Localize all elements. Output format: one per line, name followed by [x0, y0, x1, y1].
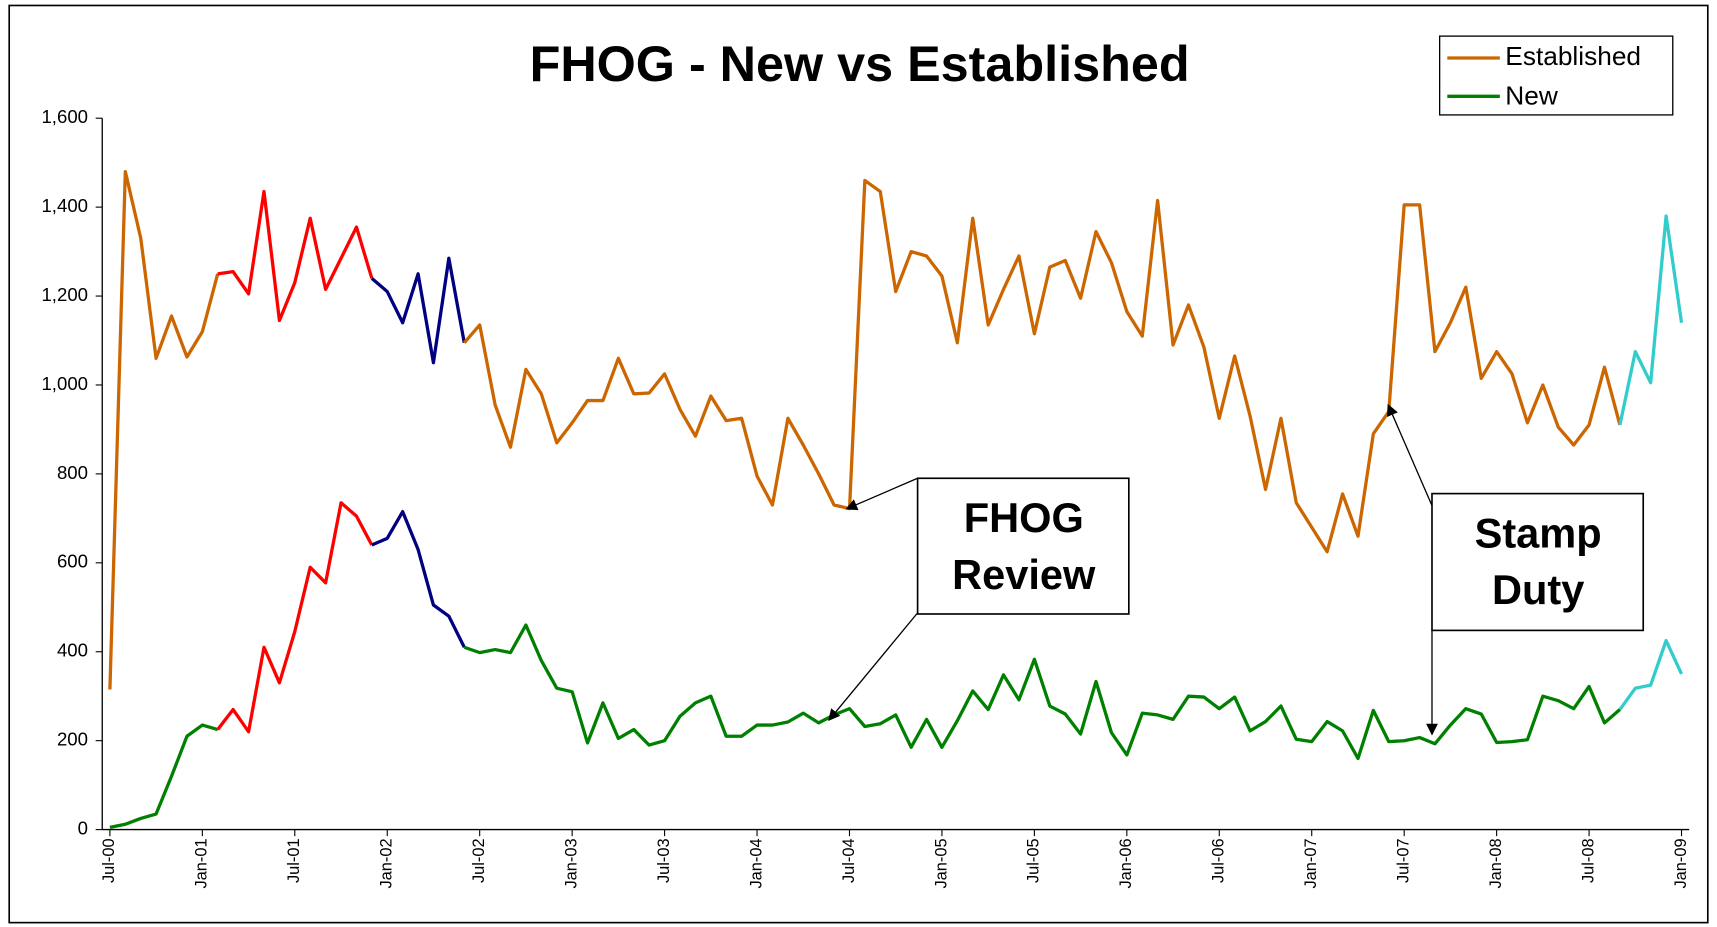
series-line: [109, 723, 219, 830]
x-tick-label: Jan-04: [747, 838, 765, 888]
x-tick-label: Jul-04: [840, 838, 858, 883]
annotation-box: [916, 477, 1130, 615]
series-line: [217, 189, 374, 323]
annotation-text: Review: [952, 551, 1096, 598]
annotation-arrow: [1387, 403, 1433, 506]
annotation: FHOG Review: [828, 477, 1130, 722]
annotation-text: Stamp: [1475, 509, 1602, 556]
series-line: [463, 178, 1622, 554]
annotation-text: Duty: [1492, 566, 1584, 613]
x-tick-label: Jan-05: [932, 838, 950, 888]
x-tick-label: Jan-08: [1487, 838, 1505, 888]
series-line: [1618, 638, 1684, 711]
legend-box: [1438, 35, 1674, 116]
y-tick-label: 1,200: [41, 284, 88, 305]
x-tick-label: Jan-09: [1672, 838, 1690, 888]
x-tick-label: Jul-03: [655, 838, 673, 883]
x-tick-label: Jul-00: [100, 838, 118, 883]
series-line: [216, 501, 374, 734]
x-tick-label: Jul-07: [1395, 838, 1413, 883]
x-tick-label: Jan-02: [378, 838, 396, 888]
plot-area: 0 200 400 600 800 1,000 1,200 1,400 1,600 Jul-00 J…: [41, 106, 1689, 888]
legend-label: New: [1505, 80, 1559, 110]
annotation-box: [1431, 492, 1645, 632]
y-tick-label: 1,600: [41, 106, 88, 127]
x-tick-label: Jan-03: [562, 838, 580, 888]
x-tick-label: Jul-01: [285, 838, 303, 883]
x-tick-label: Jul-02: [470, 838, 488, 883]
annotation-arrow: [828, 612, 919, 722]
series-line: [1618, 214, 1684, 426]
x-tick-label: Jul-05: [1025, 838, 1043, 883]
legend: Established New: [1438, 35, 1674, 116]
series-line: [108, 169, 220, 690]
y-tick-label: 1,000: [41, 373, 88, 394]
y-tick-label: 200: [57, 729, 88, 750]
series-line: [463, 623, 1621, 761]
annotation-arrow: [845, 477, 918, 511]
y-tick-label: 0: [78, 818, 88, 839]
x-tick-label: Jan-01: [193, 838, 211, 888]
legend-label: Established: [1505, 41, 1641, 71]
x-tick-label: Jul-08: [1579, 838, 1597, 883]
y-tick-label: 1,400: [41, 195, 88, 216]
series-line: [371, 510, 466, 648]
x-tick-label: Jan-07: [1302, 838, 1320, 888]
x-tick-label: Jul-06: [1210, 838, 1228, 883]
y-tick-label: 800: [57, 462, 88, 483]
annotation-text: FHOG: [964, 494, 1084, 541]
chart-title: FHOG - New vs Established: [530, 35, 1190, 92]
y-tick-label: 600: [57, 551, 88, 572]
y-tick-label: 400: [57, 640, 88, 661]
series-line: [370, 256, 466, 365]
annotation: Stamp Duty: [1387, 403, 1645, 736]
chart-frame: [8, 4, 1709, 924]
x-tick-label: Jan-06: [1117, 838, 1135, 888]
